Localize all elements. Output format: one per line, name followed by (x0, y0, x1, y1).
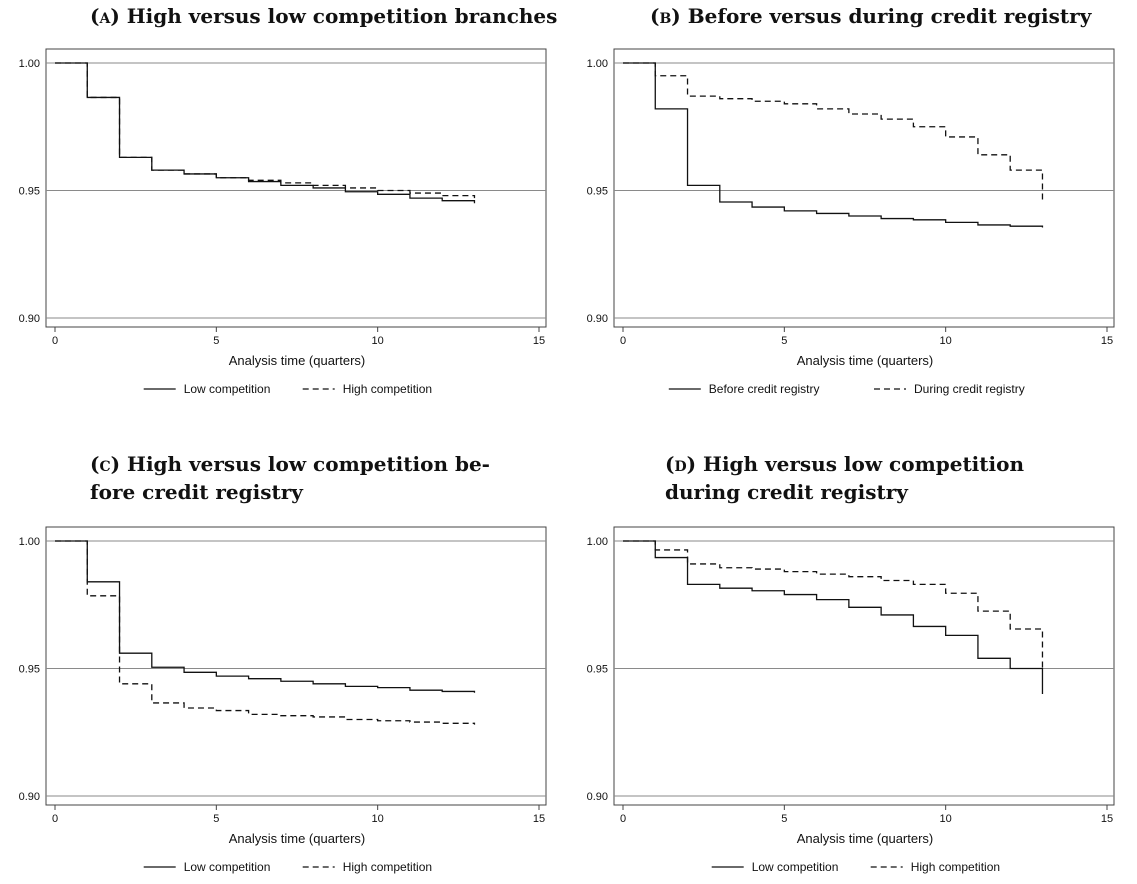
chart-d: 0.90 0.95 1.00 0 5 10 15 Analysis time (quarter… (587, 526, 1115, 874)
panel-title: (a) High versus low competition branches (90, 2, 557, 30)
y-tick-label: 0.90 (19, 791, 40, 803)
legend-entry: High competition (302, 860, 432, 874)
y-tick-label: 0.90 (587, 313, 608, 325)
legend-label: High competition (343, 860, 432, 874)
panel-title-text: High versus low competition during credit… (665, 452, 1024, 504)
panel-label: (b) (650, 4, 681, 28)
x-tick-label: 0 (620, 813, 626, 825)
series-line (55, 540, 476, 725)
legend-entry: Before credit registry (668, 382, 820, 396)
y-tick-label: 0.95 (19, 186, 40, 198)
series-line (55, 540, 476, 693)
plot-frame (45, 48, 547, 328)
legend-label: High competition (911, 860, 1000, 874)
y-tick-label: 0.90 (19, 313, 40, 325)
panel-title: (c) High versus low competition be-fore … (90, 450, 490, 506)
panel-d: (d) High versus low competition during cr… (568, 442, 1136, 884)
series-line (55, 62, 476, 199)
chart-b: 0.90 0.95 1.00 0 5 10 15 Analysis time (quarter… (587, 48, 1115, 396)
panel-label: (c) (90, 452, 121, 476)
x-tick-label: 0 (52, 335, 58, 347)
panel-label: (a) (90, 4, 120, 28)
x-axis-title: Analysis time (quarters) (229, 831, 366, 846)
legend-label: Low competition (184, 382, 271, 396)
x-tick-label: 0 (620, 335, 626, 347)
y-tick-label: 0.95 (19, 664, 40, 676)
plot-frame (613, 526, 1115, 806)
series-line (623, 540, 1044, 669)
legend-label: Low competition (184, 860, 271, 874)
y-tick-label: 0.95 (587, 186, 608, 198)
panel-b: (b) Before versus during credit registry… (568, 0, 1136, 442)
x-axis-title: Analysis time (quarters) (797, 353, 934, 368)
series-line (623, 540, 1044, 694)
x-tick-label: 15 (533, 813, 545, 825)
legend-entry: High competition (870, 860, 1000, 874)
plot-frame (613, 48, 1115, 328)
x-tick-label: 5 (781, 335, 787, 347)
chart-a: 0.90 0.95 1.00 0 5 10 15 Analysis time (quarter… (19, 48, 547, 396)
panel-c: (c) High versus low competition be-fore … (0, 442, 568, 884)
y-tick-label: 1.00 (19, 536, 40, 548)
series-line (623, 62, 1044, 201)
y-tick-label: 0.95 (587, 664, 608, 676)
x-tick-label: 10 (940, 813, 952, 825)
chart-c: 0.90 0.95 1.00 0 5 10 15 Analysis time (quarter… (19, 526, 547, 874)
x-tick-label: 0 (52, 813, 58, 825)
panel-title-text: Before versus during credit registry (687, 4, 1092, 28)
x-tick-label: 5 (781, 813, 787, 825)
x-axis-title: Analysis time (quarters) (229, 353, 366, 368)
y-tick-label: 0.90 (587, 791, 608, 803)
x-tick-label: 5 (213, 813, 219, 825)
legend-entry: During credit registry (874, 382, 1025, 396)
legend-entry: Low competition (711, 860, 839, 874)
legend-label: During credit registry (914, 382, 1025, 396)
legend-entry: Low competition (143, 382, 271, 396)
panel-title: (b) Before versus during credit registry (650, 2, 1091, 30)
panel-title-text: High versus low competition branches (126, 4, 558, 28)
panel-label: (d) (665, 452, 697, 476)
legend-label: High competition (343, 382, 432, 396)
legend-label: Low competition (752, 860, 839, 874)
x-tick-label: 15 (1101, 813, 1113, 825)
panel-a: (a) High versus low competition branches… (0, 0, 568, 442)
x-tick-label: 10 (372, 335, 384, 347)
panel-title-text: High versus low competition be-fore cred… (90, 452, 490, 504)
x-axis-title: Analysis time (quarters) (797, 831, 934, 846)
x-tick-label: 15 (1101, 335, 1113, 347)
x-tick-label: 10 (372, 813, 384, 825)
legend-label: Before credit registry (709, 382, 820, 396)
legend-entry: Low competition (143, 860, 271, 874)
x-tick-label: 10 (940, 335, 952, 347)
legend-entry: High competition (302, 382, 432, 396)
y-tick-label: 1.00 (19, 58, 40, 70)
series-line (55, 62, 476, 204)
x-tick-label: 5 (213, 335, 219, 347)
y-tick-label: 1.00 (587, 58, 608, 70)
panel-title: (d) High versus low competition during cr… (665, 450, 1065, 506)
y-tick-label: 1.00 (587, 536, 608, 548)
series-line (623, 62, 1044, 228)
x-tick-label: 15 (533, 335, 545, 347)
plot-frame (45, 526, 547, 806)
